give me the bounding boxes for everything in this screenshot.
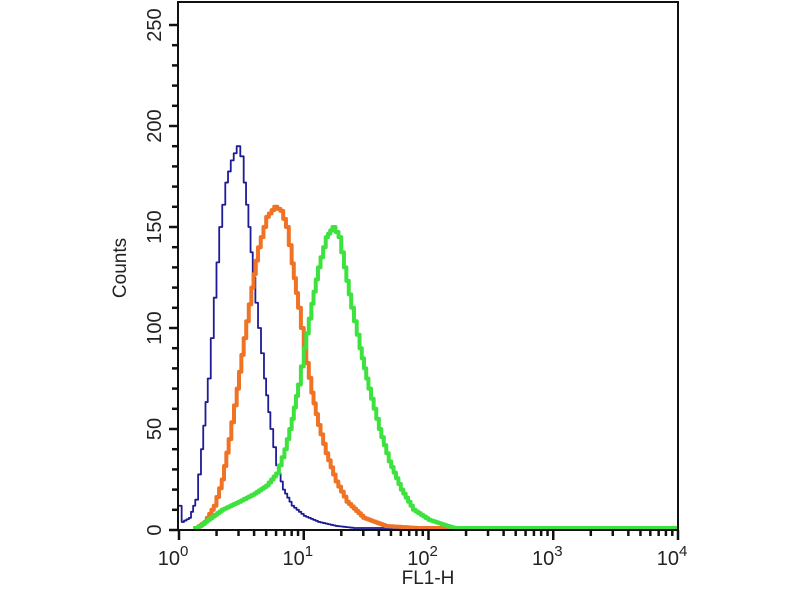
x-tick-exponent: 2 <box>429 543 437 560</box>
x-axis-title: FL1-H <box>402 568 455 589</box>
x-tick-base: 10 <box>158 548 180 570</box>
y-tick-label: 0 <box>144 524 166 535</box>
x-tick-label: 104 <box>657 543 688 570</box>
x-tick-base: 10 <box>657 548 679 570</box>
y-tick-label: 250 <box>144 8 166 41</box>
y-tick-label: 200 <box>144 109 166 142</box>
x-tick-exponent: 0 <box>180 543 188 560</box>
y-tick-label: 150 <box>144 210 166 243</box>
x-tick-exponent: 1 <box>305 543 313 560</box>
histogram-series-2 <box>193 204 678 530</box>
x-tick-base: 10 <box>532 548 554 570</box>
x-tick-exponent: 4 <box>679 543 687 560</box>
series-layer <box>179 145 678 530</box>
x-tick-base: 10 <box>282 548 304 570</box>
y-tick-label: 100 <box>144 311 166 344</box>
y-tick-label: 50 <box>144 418 166 440</box>
x-tick-label: 103 <box>532 543 563 570</box>
histogram-series-1 <box>179 145 677 529</box>
x-tick-exponent: 3 <box>554 543 562 560</box>
y-axis-title: Counts <box>110 238 131 298</box>
x-tick-base: 10 <box>407 548 429 570</box>
histogram-series-3 <box>193 225 678 530</box>
x-tick-label: 101 <box>282 543 313 570</box>
x-tick-label: 100 <box>158 543 189 570</box>
x-tick-label: 102 <box>407 543 438 570</box>
